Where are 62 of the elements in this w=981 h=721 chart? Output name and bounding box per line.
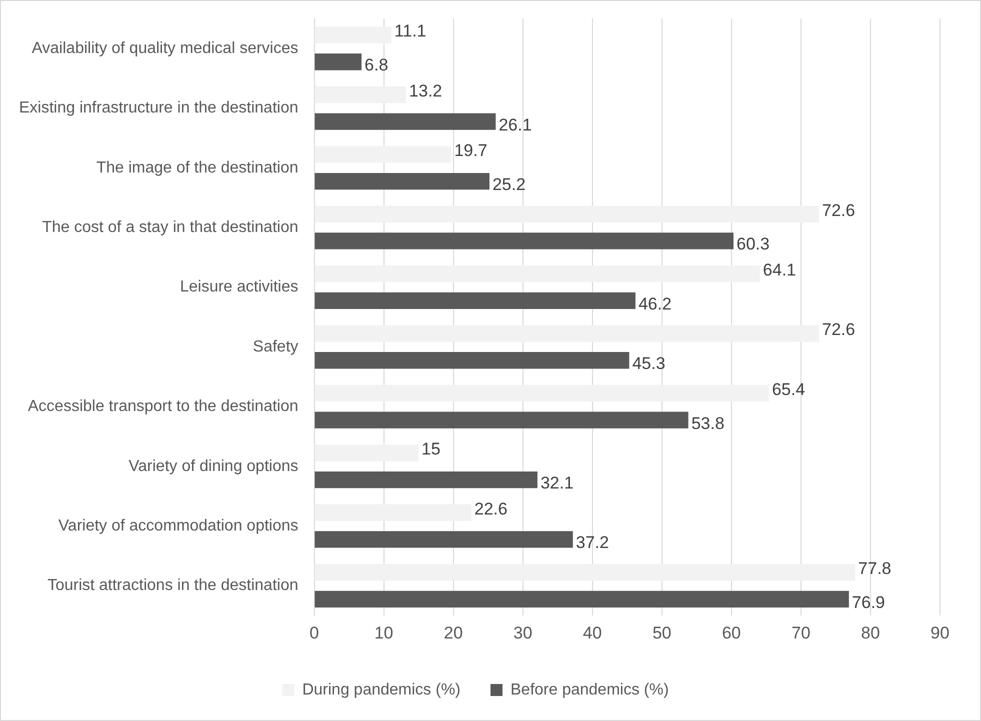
bar xyxy=(314,146,452,163)
data-label: 64.1 xyxy=(762,260,796,280)
data-label: 72.6 xyxy=(822,200,856,220)
y-tick-label: The cost of a stay in that destination xyxy=(42,218,298,236)
bar xyxy=(314,265,760,282)
data-label: 13.2 xyxy=(409,81,442,100)
y-tick-label: Leisure activities xyxy=(180,278,298,296)
bar xyxy=(314,86,406,104)
bar xyxy=(314,26,392,44)
bar xyxy=(314,54,362,70)
x-tick-label: 0 xyxy=(310,623,319,642)
bar xyxy=(314,292,636,310)
bar xyxy=(314,232,734,250)
x-tick-label: 20 xyxy=(444,623,463,642)
bar xyxy=(314,325,820,342)
data-label: 6.8 xyxy=(364,56,388,75)
bar xyxy=(314,352,630,369)
y-tick-label: Variety of accommodation options xyxy=(58,517,298,534)
x-tick-label: 80 xyxy=(861,623,880,642)
data-label: 25.2 xyxy=(492,174,526,194)
data-label: 15 xyxy=(422,440,440,459)
bar xyxy=(314,504,472,521)
bar xyxy=(314,564,856,581)
x-tick-label: 60 xyxy=(722,623,741,642)
data-label: 26.1 xyxy=(498,115,532,134)
y-tick-label: The image of the destination xyxy=(96,159,298,176)
data-label: 46.2 xyxy=(638,294,672,314)
y-tick-label: Variety of dining options xyxy=(128,458,298,475)
bar xyxy=(314,113,496,130)
x-tick-label: 70 xyxy=(791,623,810,642)
y-tick-label: Existing infrastructure in the destination xyxy=(18,100,298,117)
bar xyxy=(314,172,490,190)
data-label: 32.1 xyxy=(540,473,574,492)
legend-label: During pandemics (%) xyxy=(302,681,460,698)
legend-label: Before pandemics (%) xyxy=(510,681,669,698)
x-tick-label: 10 xyxy=(374,623,394,642)
data-label: 11.1 xyxy=(394,22,426,41)
data-label: 22.6 xyxy=(474,499,508,518)
data-label: 77.8 xyxy=(858,559,892,578)
bar xyxy=(314,444,419,462)
x-tick-label: 40 xyxy=(582,623,602,642)
bar xyxy=(314,384,769,402)
y-tick-label: Safety xyxy=(252,338,298,356)
y-tick-label: Availability of quality medical services xyxy=(32,40,298,57)
x-tick-label: 50 xyxy=(652,623,672,642)
data-label: 53.8 xyxy=(691,414,724,433)
x-tick-label: 30 xyxy=(513,623,532,642)
data-label: 76.9 xyxy=(852,592,886,612)
data-label: 72.6 xyxy=(822,320,856,340)
y-tick-label: Accessible transport to the destination xyxy=(28,398,298,416)
data-label: 60.3 xyxy=(736,234,770,254)
data-label: 19.7 xyxy=(454,141,488,160)
y-tick-label: Tourist attractions in the destination xyxy=(47,577,298,594)
data-label: 45.3 xyxy=(632,354,666,374)
x-tick-label: 90 xyxy=(930,623,950,642)
data-label: 65.4 xyxy=(772,380,806,399)
bar xyxy=(314,590,849,608)
data-label: 37.2 xyxy=(576,533,609,552)
bar xyxy=(314,412,688,428)
bar xyxy=(314,206,820,222)
bar xyxy=(314,531,573,548)
bar xyxy=(314,471,538,488)
